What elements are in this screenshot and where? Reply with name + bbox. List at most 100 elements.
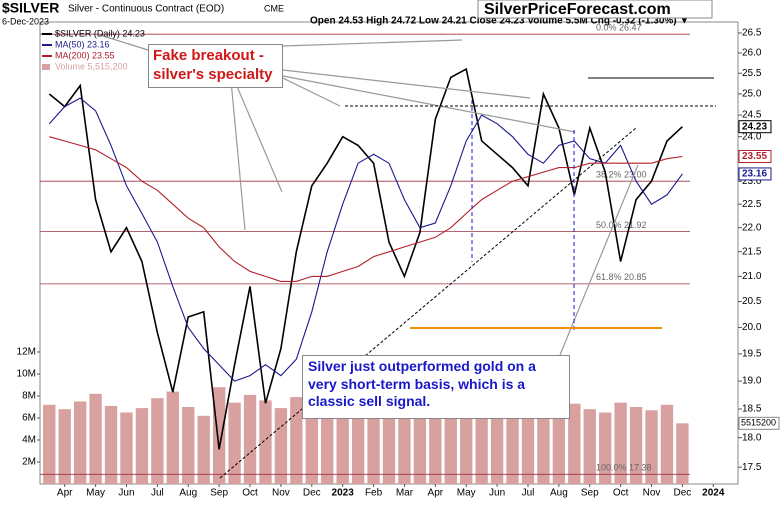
annotation: Fake breakout - silver's specialty [148,44,283,88]
y2-tick-label: 6M [22,413,36,424]
y-tick-label: 18.0 [742,432,762,443]
price-line [48,67,683,450]
price-tag [738,149,772,163]
y-tick-label: 21.0 [742,271,762,282]
x-tick-label: Dec [674,488,692,499]
x-tick-label: Sep [581,488,599,499]
y-tick-label: 25.5 [742,68,762,79]
fib-label: 50.0% 21.92 [596,220,647,230]
y2-tick-label: 8M [22,391,36,402]
volume-bar [182,407,195,484]
volume-bar [506,418,519,484]
y-tick-label: 19.0 [742,376,762,387]
y-tick-label: 20.0 [742,322,762,333]
volume-bar [43,404,56,484]
date: 6-Dec-2023 [2,16,49,26]
x-tick-label: Jul [151,488,164,499]
legend-swatch [42,64,50,70]
volume-bar [135,408,149,484]
quote: Open 24.53 High 24.72 Low 24.21 Close 24… [310,16,689,27]
chart-title: Silver - Continuous Contract (EOD) [68,4,224,15]
volume-bar [243,394,257,484]
x-tick-label: May [86,488,105,499]
volume-bar [73,401,87,484]
volume-bar [676,423,689,484]
y-tick-label: 22.5 [742,199,762,210]
volume-bar [568,403,581,484]
x-tick-label: 2023 [332,488,355,499]
x-tick-label: Aug [179,488,197,499]
legend-label: MA(50) 23.16 [55,39,110,49]
x-tick-label: 2024 [702,488,725,499]
volume-bar [197,415,210,484]
volume-bar [166,391,179,484]
volume-bar [351,403,365,484]
price-tag [738,120,772,134]
y-tick-label: 23.0 [742,176,762,187]
annotation: Silver just outperformed gold on a very … [302,355,570,419]
x-tick-label: Jun [118,488,134,499]
volume-bar [475,408,488,484]
volume-bar [583,409,596,484]
y2-tick-label: 4M [22,435,36,446]
price-tag-label: 23.16 [742,169,767,180]
volume-bar [89,393,102,484]
y2-tick-label: 12M [17,347,36,358]
arrow [559,164,639,356]
price-line [48,97,683,382]
arrow [282,69,531,99]
y-tick-label: 24.5 [742,110,762,121]
y-tick-label: 18.5 [742,404,762,415]
volume-bar [321,416,334,484]
y-tick-label: 26.0 [742,48,762,59]
y-tick-label: 24.0 [742,131,762,142]
trend-line [219,127,637,479]
x-tick-label: Jul [522,488,535,499]
y-tick-label: 17.5 [742,462,762,473]
fib-label: 61.8% 20.85 [596,272,647,282]
y2-tick-label: 10M [17,369,36,380]
x-tick-label: Feb [365,488,383,499]
volume-bar [490,414,504,484]
volume-bar [120,412,133,484]
volume-bar [552,411,566,484]
volume-tag [738,416,780,430]
legend-label: MA(200) 23.55 [55,50,115,60]
x-tick-label: Sep [210,488,228,499]
fib-label: 0.0% 26.47 [596,23,642,33]
volume-bar [259,400,272,484]
arrow [282,75,576,133]
volume-bar [367,410,380,484]
price-tag [738,167,772,181]
y-tick-label: 25.0 [742,89,762,100]
x-tick-label: Apr [428,488,444,499]
y-tick-label: 22.0 [742,222,762,233]
volume-bar [660,404,674,484]
volume-bar [413,401,427,484]
volume-bar [645,410,658,484]
x-tick-label: Aug [550,488,568,499]
y-tick-label: 20.5 [742,296,762,307]
volume-bar [151,398,164,484]
arrow [229,69,246,231]
volume-bar [290,397,303,484]
arrow [282,39,463,47]
price-tag-label: 24.23 [742,121,767,132]
exchange: CME [264,3,284,13]
y-tick-label: 19.5 [742,349,762,360]
volume-bar [614,402,627,484]
y-tick-label: 26.5 [742,28,762,39]
legend-label: $SILVER (Daily) 24.23 [55,28,145,38]
watermark-box [477,0,713,19]
volume-bar [382,399,396,484]
volume-bar [336,409,349,484]
x-tick-label: Nov [643,488,661,499]
volume-bar [521,413,535,484]
watermark: SilverPriceForecast.com [484,1,671,18]
volume-bar [274,408,288,484]
fib-label: 100.0% 17.38 [596,463,652,473]
x-tick-label: Jun [489,488,505,499]
volume-bar [629,407,643,484]
volume-bar [104,405,118,484]
